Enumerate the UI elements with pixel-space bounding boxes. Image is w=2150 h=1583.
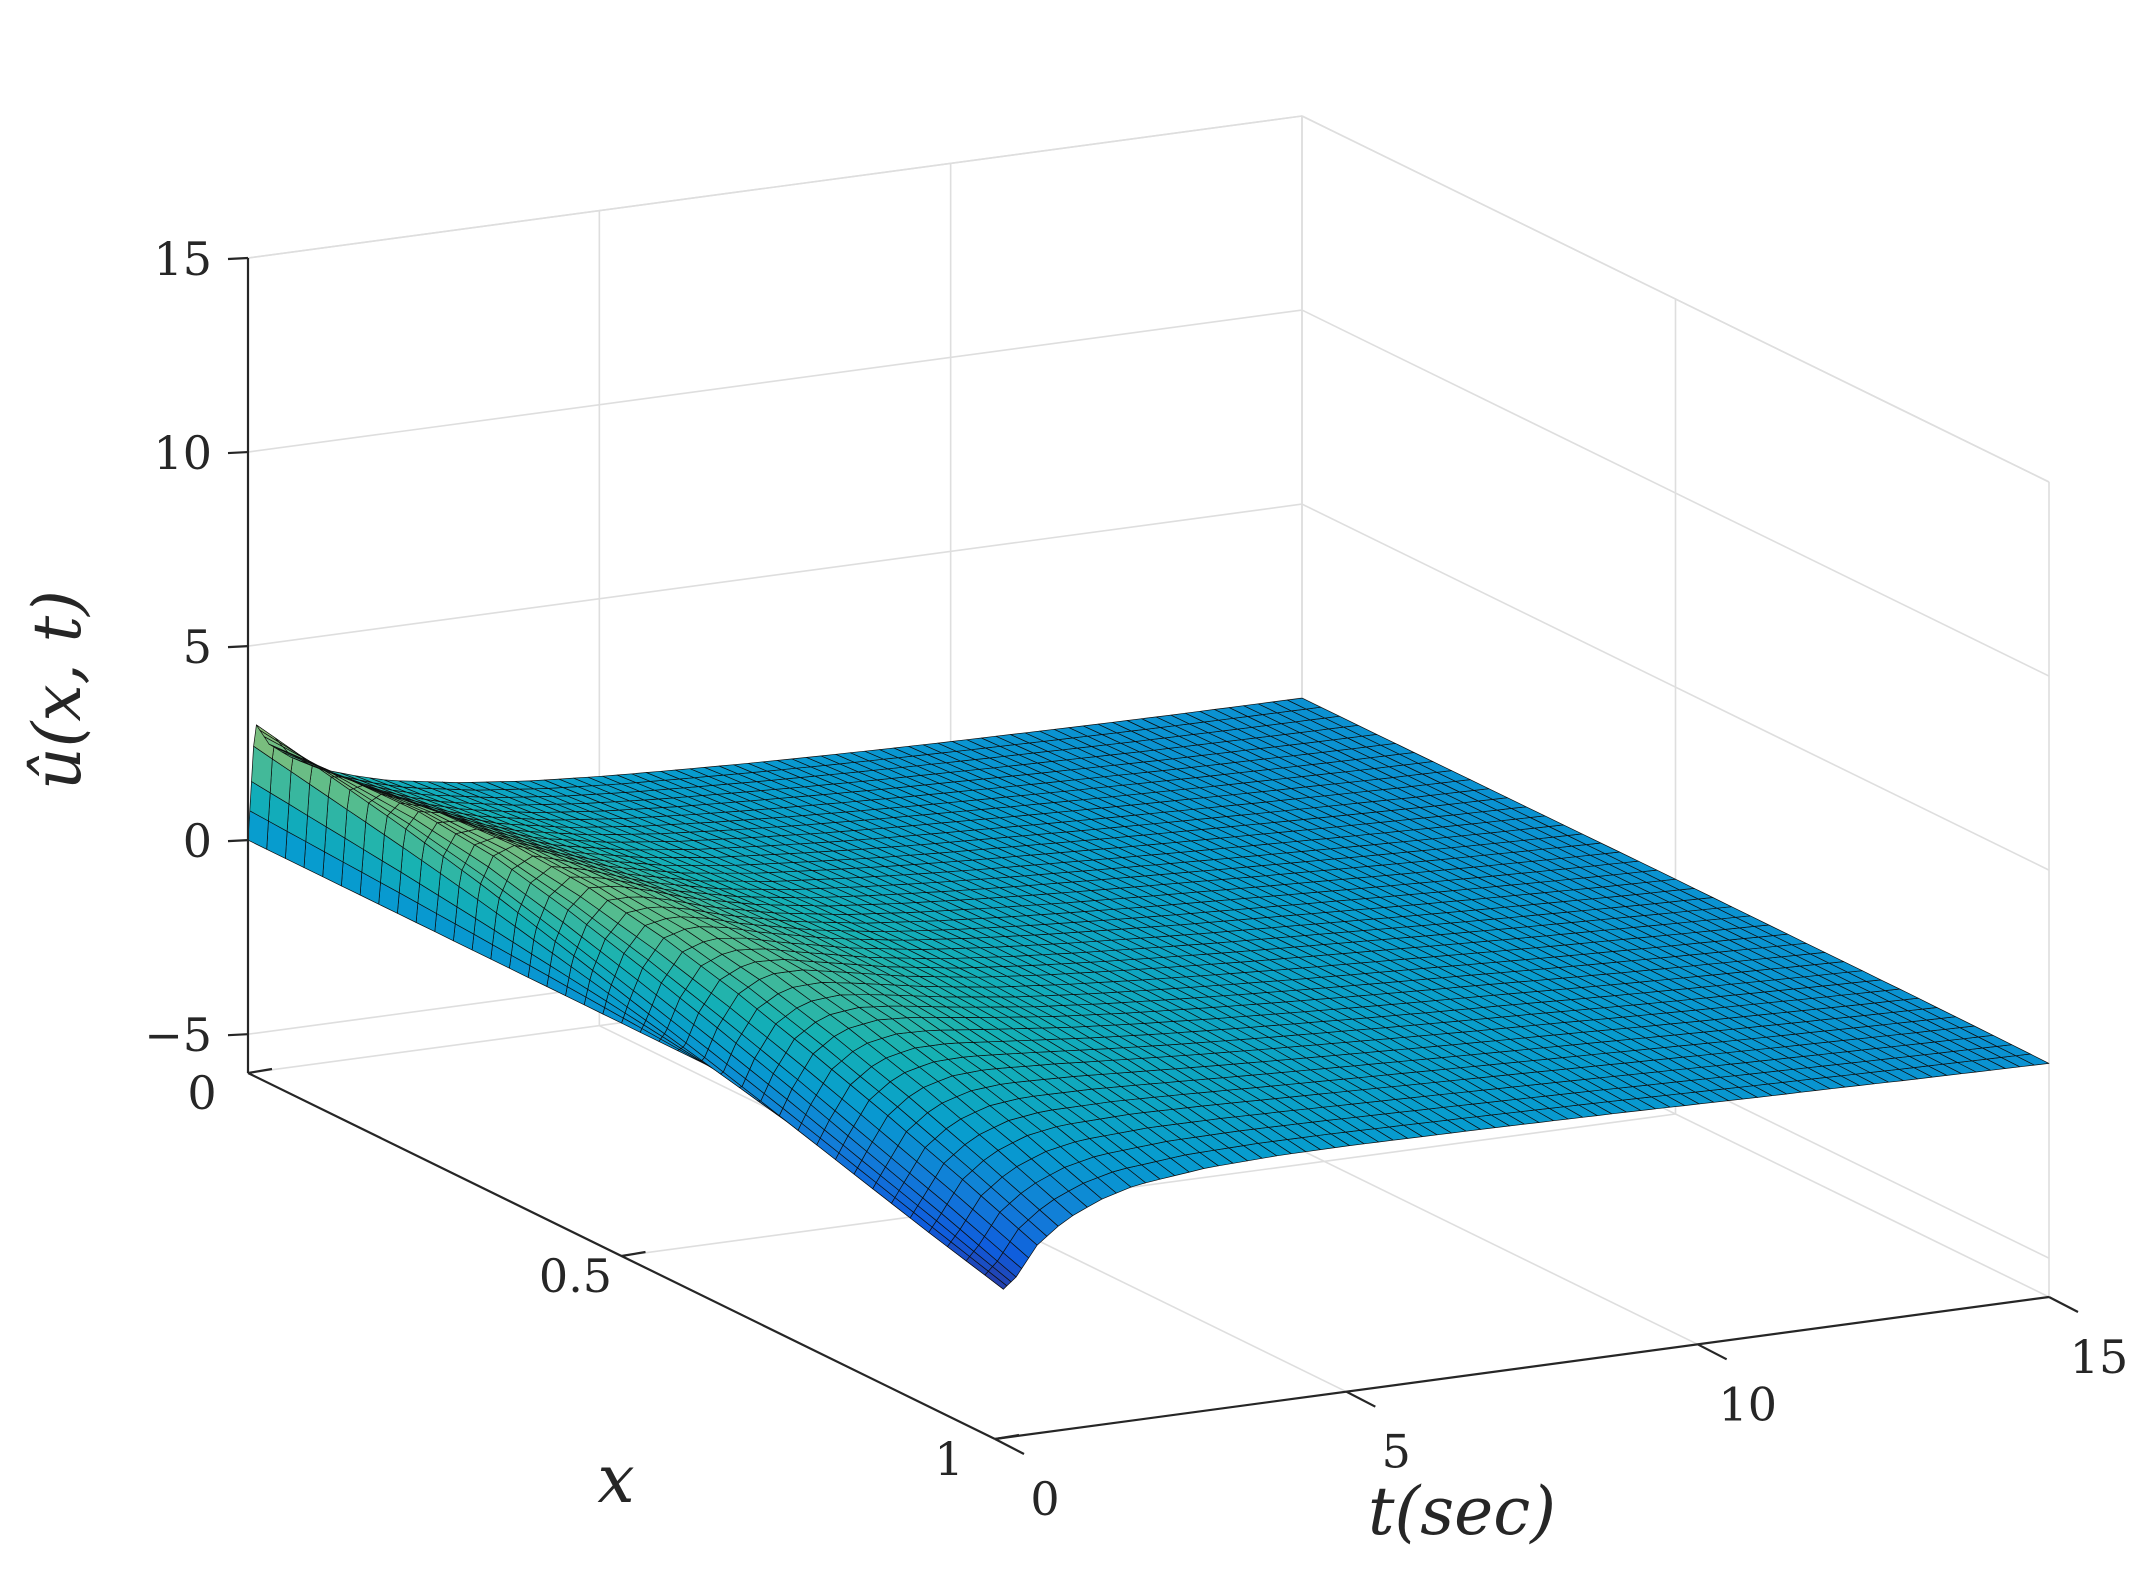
grid-line-x-floor [621,1113,1676,1257]
y-tick [994,1433,1020,1441]
x-tick [1345,1390,1376,1408]
z-tick-label: 15 [153,232,212,286]
grid-top-edge [247,115,1303,259]
y-tick-label: 0.5 [539,1249,612,1303]
x-tick [1697,1343,1728,1361]
x-tick [2048,1296,2079,1313]
surface-cell [1287,697,1322,710]
y-axis-title: x [597,1441,634,1518]
y-tick [247,1067,273,1075]
z-tick [227,644,249,649]
grid-line-z-back [247,503,1303,647]
z-tick-label: 5 [183,620,212,674]
y-tick-label: 0 [187,1066,216,1120]
grid-top-edge [1301,115,2050,483]
z-axis-title: û(x, t) [19,590,96,790]
z-tick [227,256,249,261]
z-tick [227,450,249,455]
x-axis-title: t(sec) [1368,1473,1556,1550]
surface-mesh [247,697,2050,1290]
y-tick-label: 1 [934,1432,963,1486]
z-tick [227,1033,249,1037]
z-tick [227,839,249,843]
grid-line-z-back [247,309,1303,453]
axes [227,256,2079,1455]
x-tick [994,1438,1025,1455]
y-tick [621,1250,646,1258]
z-tick-label: −5 [144,1008,212,1062]
x-tick-label: 15 [2070,1330,2129,1384]
z-tick-label: 10 [153,426,212,480]
x-tick-label: 5 [1382,1425,1411,1479]
x-tick-label: 10 [1718,1377,1777,1431]
z-tick-label: 0 [183,814,212,868]
x-axis-line [994,1295,2050,1441]
x-tick-label: 0 [1030,1472,1059,1526]
